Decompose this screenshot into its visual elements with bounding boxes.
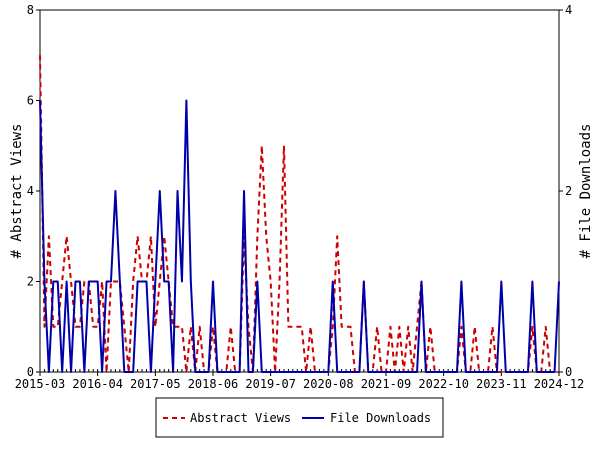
y-tick-label: 4 bbox=[27, 184, 34, 198]
y2-tick-label: 2 bbox=[565, 184, 572, 198]
labels-layer: 2015-03 2016-04 2017-05 2018-06 2019-07 2020-… bbox=[15, 3, 585, 391]
series-line-file-downloads bbox=[39, 99, 560, 373]
y-tick-label: 8 bbox=[27, 3, 34, 17]
y-tick-label: 6 bbox=[27, 94, 34, 108]
x-tick-label: 2017-05 bbox=[130, 377, 181, 391]
y2-axis-title: # File Downloads bbox=[578, 124, 594, 259]
x-tick-label: 2023-11 bbox=[476, 377, 527, 391]
x-tick-label: 2019-07 bbox=[245, 377, 296, 391]
legend: Abstract Views File Downloads bbox=[155, 397, 444, 438]
series-line-abstract-views bbox=[39, 55, 559, 373]
y-tick-label: 0 bbox=[27, 365, 34, 379]
legend-box bbox=[155, 397, 444, 438]
x-tick-label: 2022-10 bbox=[418, 377, 469, 391]
x-tick-label: 2015-03 bbox=[15, 377, 66, 391]
x-tick-label: 2018-06 bbox=[188, 377, 239, 391]
plot-area bbox=[39, 9, 560, 373]
y2-tick-label: 0 bbox=[565, 365, 572, 379]
legend-label-abstract-views: Abstract Views bbox=[190, 411, 291, 425]
series-layer bbox=[39, 55, 560, 373]
x-tick-label: 2021-09 bbox=[361, 377, 412, 391]
y-axis-title: # Abstract Views bbox=[9, 124, 25, 259]
y2-tick-label: 4 bbox=[565, 3, 572, 17]
y-tick-label: 2 bbox=[27, 275, 34, 289]
legend-label-file-downloads: File Downloads bbox=[330, 411, 431, 425]
x-tick-label: 2020-08 bbox=[303, 377, 354, 391]
x-tick-label: 2024-12 bbox=[534, 377, 585, 391]
x-tick-label: 2016-04 bbox=[72, 377, 123, 391]
